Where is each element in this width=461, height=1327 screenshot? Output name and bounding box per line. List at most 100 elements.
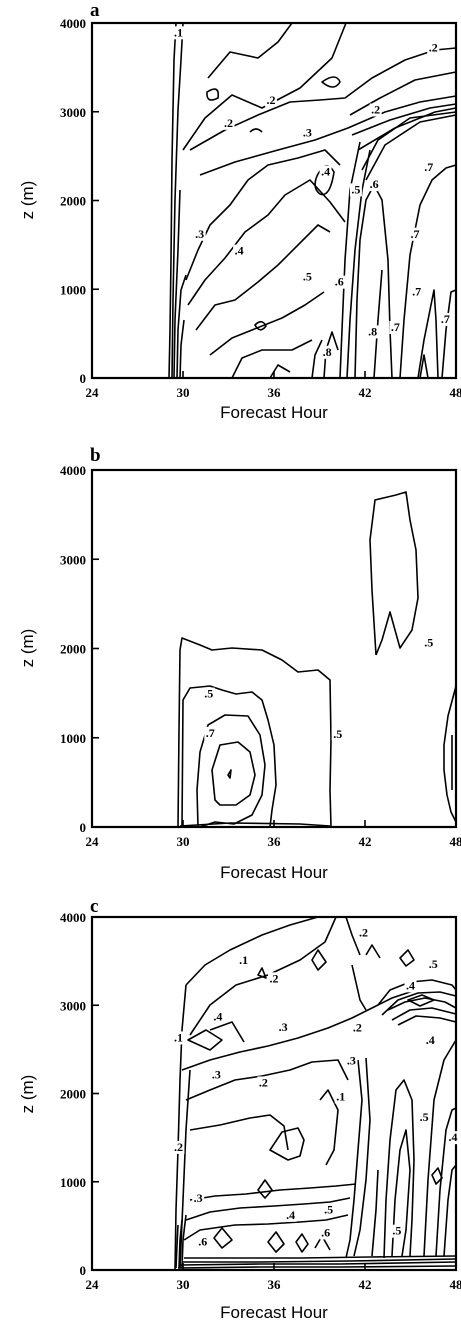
contour-line — [354, 184, 393, 379]
axis-ticks-a: 24 30 36 42 48 0 1000 2000 3000 4000 — [60, 16, 461, 400]
panel-a: a 24 30 36 42 48 0 1000 2000 3000 4000 — [18, 0, 461, 422]
contour-line — [339, 141, 361, 379]
contour-label-bg — [237, 953, 250, 967]
plot-frame-c — [90, 915, 458, 1272]
x-axis-title-c: Forecast Hour — [220, 1303, 328, 1322]
contour-label-bg — [322, 1203, 335, 1217]
contour-label: .4 — [235, 244, 244, 258]
contour-line — [435, 1107, 457, 1257]
contour-label-bg — [368, 178, 381, 192]
contour-line — [168, 22, 177, 379]
contour-label-bg — [409, 227, 422, 241]
x-tick-label: 42 — [359, 385, 372, 400]
contour-line — [397, 1015, 457, 1026]
contour-line — [173, 189, 181, 379]
contour-line — [431, 1167, 443, 1185]
contour-label-bg — [196, 1235, 209, 1249]
contour-label-bg — [264, 93, 277, 107]
contour-label: .4 — [213, 1009, 222, 1023]
y-tick-label: 1000 — [60, 282, 86, 297]
y-tick-label: 4000 — [60, 910, 86, 925]
contour-line — [357, 107, 457, 151]
contour-line — [365, 114, 457, 181]
y-axis-title-a: z (m) — [18, 181, 37, 220]
panel-label-a: a — [90, 0, 100, 21]
contour-line — [182, 1258, 457, 1263]
contour-label: .4 — [426, 1033, 435, 1047]
contour-label: .2 — [359, 925, 368, 939]
contour-label: .6 — [321, 1225, 330, 1239]
contour-line — [185, 916, 319, 986]
contour-label-bg — [319, 165, 332, 179]
contour-line — [187, 179, 346, 306]
contour-label-bg — [422, 636, 435, 650]
contour-line — [185, 149, 341, 281]
contour-line — [187, 1029, 223, 1051]
contour-line — [387, 997, 457, 1011]
contour-line — [399, 949, 415, 967]
contour-label-bg — [410, 285, 423, 299]
x-tick-label: 24 — [86, 385, 100, 400]
contour-label: .1 — [174, 25, 183, 39]
contour-line — [346, 149, 371, 379]
contour-line — [311, 949, 327, 971]
contour-line — [189, 1183, 357, 1201]
contour-line — [345, 1059, 363, 1259]
contour-line — [267, 1231, 285, 1253]
contour-line — [383, 1079, 415, 1259]
x-tick-label: 30 — [177, 834, 190, 849]
contour-label: .4 — [321, 165, 330, 179]
contour-labels-b: .5 .7 .5 .5 — [202, 636, 435, 741]
contour-label: .2 — [174, 1140, 183, 1154]
contour-label: .2 — [266, 93, 275, 107]
contour-line — [269, 1127, 305, 1161]
y-tick-label: 2000 — [60, 1087, 86, 1102]
contour-label-bg — [172, 1031, 185, 1045]
contour-line — [175, 1224, 179, 1269]
contour-label-bg — [351, 1021, 364, 1035]
x-tick-label: 36 — [268, 385, 282, 400]
contour-line — [295, 1233, 309, 1253]
contour-line — [254, 320, 267, 331]
contour-line — [206, 88, 220, 101]
contour-label: .3 — [212, 1067, 221, 1081]
contour-label: .6 — [370, 177, 379, 191]
contour-label-bg — [349, 183, 362, 197]
contour-label: .1 — [336, 1090, 345, 1104]
x-tick-label: 24 — [86, 1277, 100, 1292]
contour-line — [391, 1007, 457, 1021]
panel-b: b 24 30 36 42 48 0 1000 2000 3000 4000 .5 .7 .5 .5 F… — [18, 445, 461, 882]
contour-line — [185, 1059, 349, 1101]
contour-labels-c: .2 .1 .2 .5 .4 .4 .3 .2 .3 .4 .1 .3 .2 .1 .5 .4 .2 .3 .4 .5… — [172, 925, 459, 1249]
contour-label: .5 — [424, 636, 433, 650]
plot-frame-b — [90, 468, 458, 829]
contour-label: .4 — [448, 1130, 457, 1144]
contour-line — [209, 291, 325, 356]
contour-line — [443, 1164, 457, 1257]
contour-label-bg — [257, 1076, 270, 1090]
contour-line — [349, 71, 457, 116]
contour-line — [373, 269, 383, 379]
contour-label: .7 — [206, 726, 215, 740]
contour-label-bg — [369, 103, 382, 117]
contour-label-bg — [301, 126, 314, 140]
contour-line — [319, 1089, 339, 1166]
contour-label-bg — [222, 116, 235, 130]
contour-line — [209, 1021, 245, 1043]
contour-line — [174, 984, 187, 1271]
contour-lines-c — [174, 916, 457, 1271]
contour-label-bg — [202, 687, 215, 701]
contour-label-bg — [422, 161, 435, 175]
axis-ticks-c: 24 30 36 42 48 0 1000 2000 3000 4000 — [60, 910, 461, 1292]
contour-line — [353, 1057, 371, 1257]
contour-label-bg — [277, 1020, 290, 1034]
axis-ticks-b: 24 30 36 42 48 0 1000 2000 3000 4000 — [60, 463, 461, 849]
contour-line — [185, 1197, 351, 1221]
contour-line — [249, 128, 263, 133]
contour-label: .5 — [333, 727, 342, 741]
contour-label-bg — [211, 1010, 224, 1024]
contour-line — [399, 164, 457, 379]
plot-frame-a — [90, 21, 458, 380]
contour-label: .7 — [441, 312, 450, 326]
contour-line — [381, 991, 457, 1016]
